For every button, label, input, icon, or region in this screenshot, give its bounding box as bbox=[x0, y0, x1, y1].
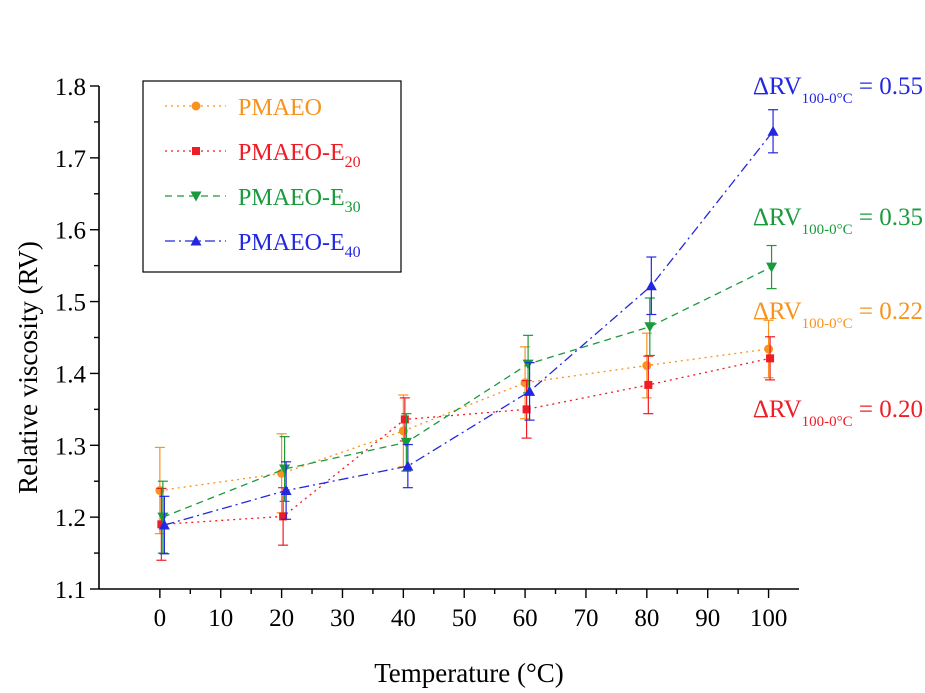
series-3 bbox=[158, 109, 779, 555]
data-point bbox=[764, 344, 774, 354]
y-tick-label: 1.4 bbox=[55, 361, 87, 388]
series-layer bbox=[154, 109, 779, 561]
data-point bbox=[400, 437, 412, 448]
data-point bbox=[192, 147, 200, 155]
legend: PMAEO PMAEO-E20 PMAEO-E30 PMAEO-E40 bbox=[142, 80, 402, 273]
data-point bbox=[157, 512, 169, 523]
x-tick-label: 30 bbox=[330, 605, 355, 632]
data-point bbox=[191, 101, 201, 111]
data-point bbox=[279, 512, 288, 521]
x-tick-label: 20 bbox=[269, 605, 294, 632]
y-tick-label: 1.7 bbox=[55, 146, 86, 173]
delta-rv-annotation: ΔRV100-0°C = 0.22 bbox=[753, 298, 923, 332]
data-point bbox=[766, 354, 775, 363]
x-axis-title: Temperature (°C) bbox=[374, 658, 564, 688]
data-point bbox=[190, 235, 202, 246]
delta-rv-annotation: ΔRV100-0°C = 0.20 bbox=[753, 396, 923, 430]
x-tick-label: 80 bbox=[634, 605, 659, 632]
x-tick-label: 50 bbox=[452, 605, 477, 632]
legend-label: PMAEO-E40 bbox=[238, 230, 361, 261]
data-point bbox=[522, 405, 531, 414]
annotations: ΔRV100-0°C = 0.55 ΔRV100-0°C = 0.35 ΔRV100… bbox=[753, 73, 923, 430]
x-tick-label: 40 bbox=[391, 605, 416, 632]
data-point bbox=[157, 520, 166, 529]
x-tick-label: 60 bbox=[513, 605, 538, 632]
data-point bbox=[400, 415, 409, 424]
y-tick-label: 1.1 bbox=[55, 577, 86, 604]
x-tick-label: 0 bbox=[154, 605, 167, 632]
delta-rv-annotation: ΔRV100-0°C = 0.35 bbox=[753, 204, 923, 238]
y-axis-title: Relative viscosity (RV) bbox=[13, 241, 43, 494]
data-point bbox=[645, 280, 657, 291]
series-line bbox=[164, 130, 774, 526]
series-line bbox=[161, 357, 771, 525]
data-point bbox=[644, 380, 653, 389]
data-point bbox=[766, 262, 778, 273]
data-point bbox=[280, 485, 292, 496]
axes: 0 10 20 30 40 50 60 70 80 90 100 1.1 1.2 1.3 1.4 1.5 1.6… bbox=[55, 74, 799, 632]
legend-label: PMAEO-E30 bbox=[238, 185, 361, 216]
data-point bbox=[402, 460, 414, 471]
y-tick-label: 1.2 bbox=[55, 505, 86, 532]
x-tick-label: 70 bbox=[573, 605, 598, 632]
x-tick-label: 10 bbox=[208, 605, 233, 632]
y-tick-label: 1.3 bbox=[55, 433, 86, 460]
series-1 bbox=[156, 336, 776, 561]
data-point bbox=[398, 426, 408, 436]
x-tick-label: 100 bbox=[750, 605, 788, 632]
y-tick-label: 1.8 bbox=[55, 74, 86, 101]
data-point bbox=[190, 191, 202, 202]
legend-label: PMAEO bbox=[238, 95, 322, 121]
data-point bbox=[158, 519, 170, 530]
data-point bbox=[279, 464, 291, 475]
delta-rv-annotation: ΔRV100-0°C = 0.55 bbox=[753, 73, 923, 107]
data-point bbox=[522, 359, 534, 370]
legend-label: PMAEO-E20 bbox=[238, 140, 361, 171]
x-tick-label: 90 bbox=[695, 605, 720, 632]
data-point bbox=[767, 125, 779, 136]
y-tick-label: 1.6 bbox=[55, 218, 86, 245]
data-point bbox=[524, 385, 536, 396]
series-line bbox=[162, 266, 772, 518]
series-line bbox=[159, 348, 769, 492]
series-2 bbox=[157, 244, 778, 554]
data-point bbox=[642, 361, 652, 371]
legend-box bbox=[142, 80, 402, 273]
data-point bbox=[644, 322, 656, 333]
y-tick-label: 1.5 bbox=[55, 290, 86, 317]
